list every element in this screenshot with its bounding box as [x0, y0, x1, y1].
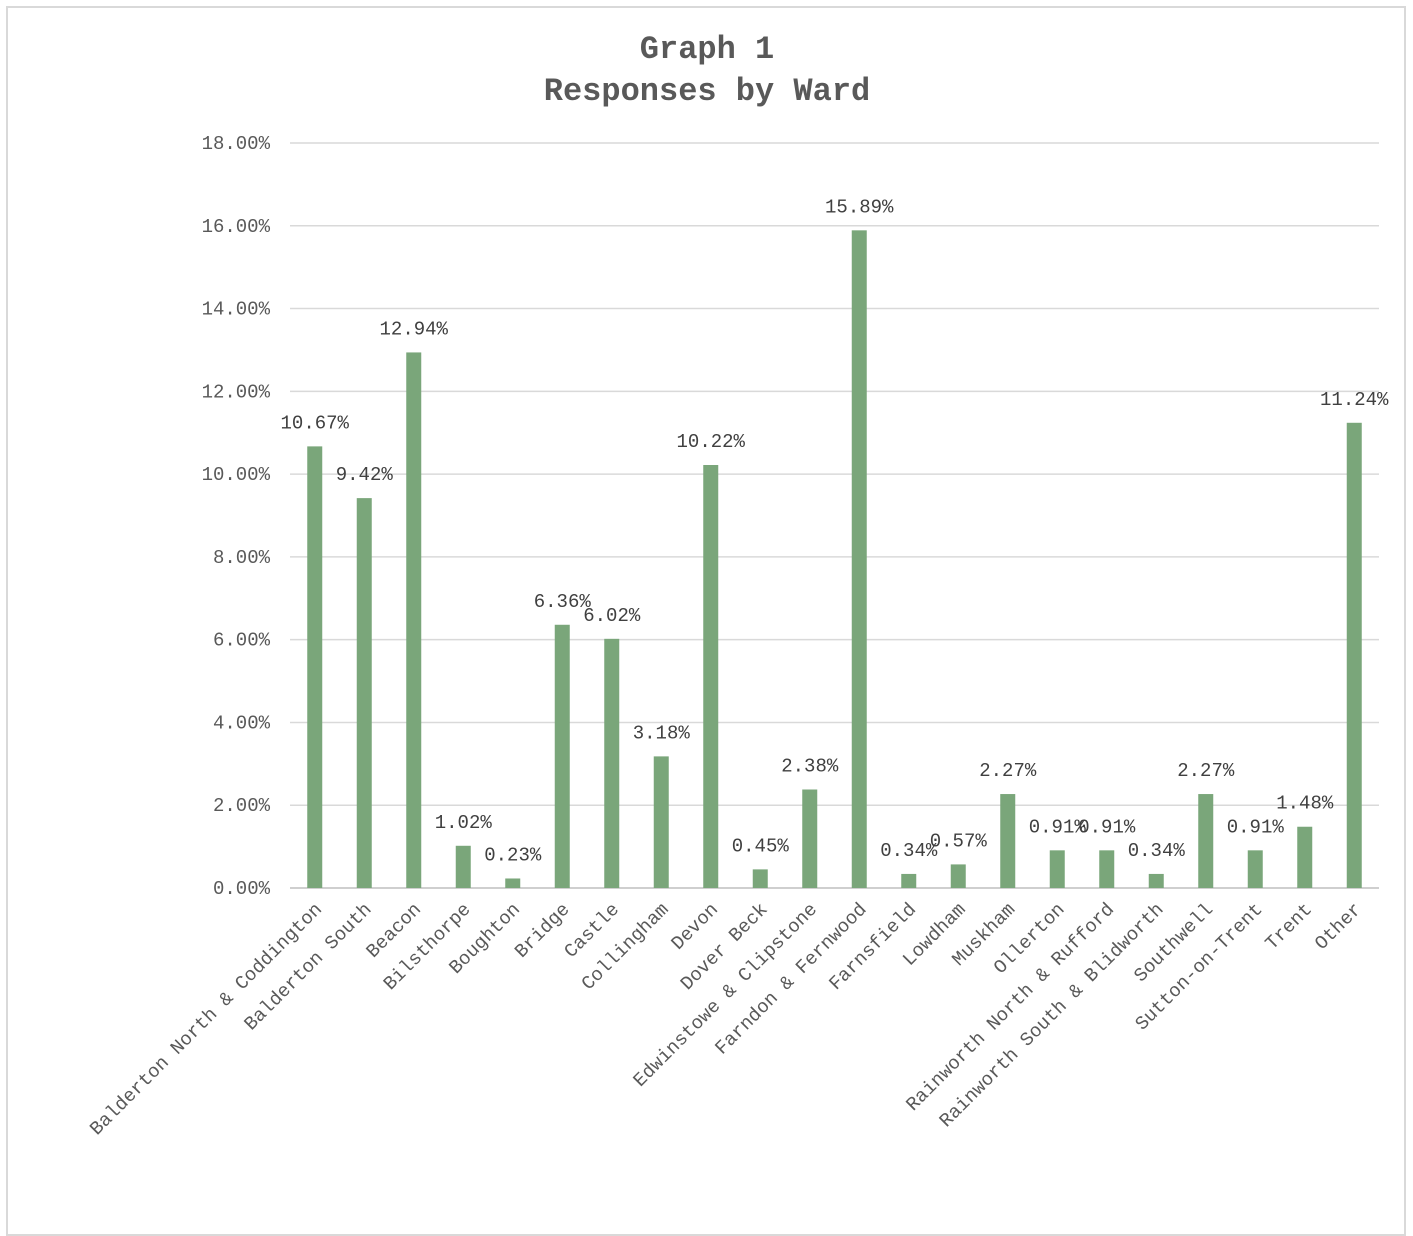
bar	[703, 465, 719, 888]
y-tick-label: 6.00%	[213, 630, 271, 652]
bar	[653, 756, 669, 888]
data-label: 0.91%	[1227, 816, 1285, 838]
data-label: 0.34%	[1128, 840, 1186, 862]
y-tick-label: 16.00%	[202, 216, 271, 238]
data-label: 0.91%	[1078, 816, 1136, 838]
y-tick-label: 10.00%	[202, 464, 271, 486]
data-label: 15.89%	[825, 196, 894, 218]
data-labels: 10.67% 9.42% 12.94% 1.02% 0.23% 6.36%6.02% 3.1…	[281, 196, 1390, 866]
data-label: 3.18%	[633, 722, 691, 744]
bar	[406, 352, 422, 889]
gridlines	[290, 142, 1379, 889]
y-tick-label: 14.00%	[202, 299, 271, 321]
y-tick-label: 8.00%	[213, 547, 271, 569]
data-label: 0.34%	[880, 840, 938, 862]
x-tick-label: Other	[1311, 899, 1367, 955]
bars	[307, 230, 1362, 889]
y-tick-label: 12.00%	[202, 381, 271, 403]
data-label: 12.94%	[380, 318, 449, 340]
bar	[455, 845, 471, 888]
bar	[752, 869, 768, 888]
bar	[1297, 826, 1313, 888]
bar	[802, 789, 818, 888]
bar	[604, 638, 620, 888]
data-label: 6.36%	[534, 591, 592, 613]
data-label: 11.24%	[1320, 389, 1389, 411]
x-tick-label: Collingham	[577, 899, 673, 995]
bar	[950, 864, 966, 888]
data-label: 0.57%	[930, 830, 988, 852]
data-label: 2.27%	[979, 760, 1037, 782]
bar	[1049, 850, 1065, 888]
data-label: 1.48%	[1276, 793, 1334, 815]
bar	[1346, 422, 1362, 888]
y-tick-label: 4.00%	[213, 712, 271, 734]
bar	[1198, 794, 1214, 888]
data-label: 0.23%	[484, 844, 542, 866]
bar	[554, 624, 570, 888]
data-label: 10.67%	[281, 412, 350, 434]
data-label: 2.27%	[1177, 760, 1235, 782]
data-label: 6.02%	[583, 605, 641, 627]
bar	[901, 873, 917, 888]
data-label: 1.02%	[435, 812, 493, 834]
y-tick-label: 18.00%	[202, 133, 271, 155]
bar	[1148, 873, 1164, 888]
data-label: 9.42%	[336, 464, 394, 486]
y-axis-ticks: 0.00% 2.00% 4.00% 6.00% 8.00% 10.00% 12.00% 14.…	[202, 133, 271, 900]
data-label: 10.22%	[677, 431, 746, 453]
chart-subtitle: Responses by Ward	[544, 73, 870, 110]
x-tick-label: Balderton North & Coddington	[86, 899, 327, 1140]
bar	[356, 498, 372, 888]
bar	[1247, 850, 1263, 888]
data-label: 0.91%	[1029, 816, 1087, 838]
x-tick-label: Trent	[1261, 899, 1317, 955]
bar	[505, 878, 521, 888]
data-label: 0.45%	[732, 835, 790, 857]
bar	[1099, 850, 1115, 888]
y-tick-label: 0.00%	[213, 878, 271, 900]
bar	[851, 230, 867, 888]
data-label: 2.38%	[781, 755, 839, 777]
bar	[307, 446, 323, 888]
chart-title: Graph 1	[640, 31, 774, 68]
bar	[1000, 794, 1016, 888]
y-tick-label: 2.00%	[213, 795, 271, 817]
